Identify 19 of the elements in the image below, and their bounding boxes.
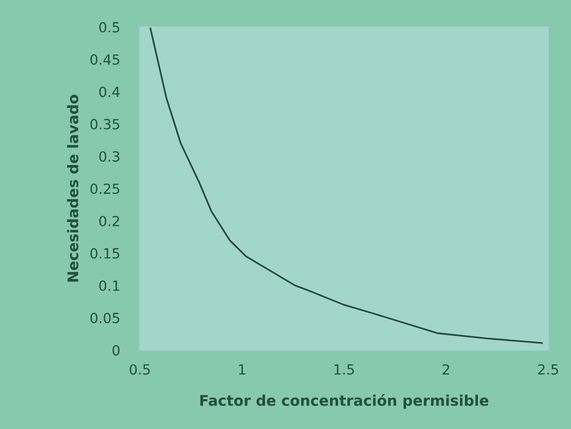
x-tick-label: 2.5 [538, 364, 558, 375]
y-tick-label: 0.25 [90, 184, 120, 194]
x-tick-label: 1 [239, 364, 246, 375]
y-axis-title: Necesidades de lavado [67, 94, 78, 282]
y-tick-label: 0.5 [99, 22, 120, 32]
x-tick-label: 0.5 [130, 364, 150, 375]
y-tick-label: 0.35 [90, 118, 120, 130]
x-axis-title: Factor de concentración permisible [200, 394, 488, 409]
y-tick-label: 0.3 [99, 151, 120, 162]
y-tick-label: 0 [112, 345, 120, 356]
y-tick-label: 0.2 [99, 216, 120, 226]
y-tick-label: 0.05 [90, 312, 120, 324]
y-tick-label: 0.4 [99, 86, 120, 98]
y-tick-label: 0.15 [90, 248, 120, 259]
x-tick-label: 2 [442, 364, 450, 375]
y-tick-label: 0.1 [99, 280, 120, 291]
line-series [149, 27, 543, 344]
x-tick-label: 1.5 [334, 364, 354, 375]
y-tick-label: 0.45 [90, 54, 120, 65]
